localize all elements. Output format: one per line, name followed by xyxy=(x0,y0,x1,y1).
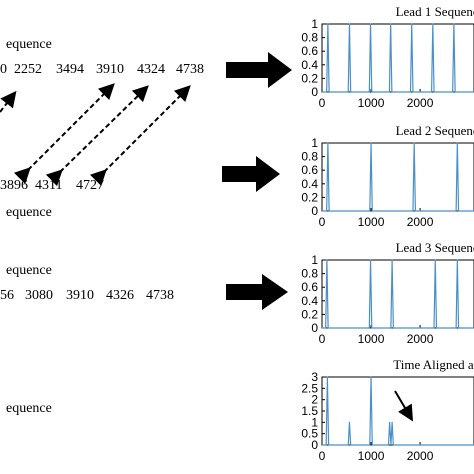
y-tick-label: 0.2 xyxy=(301,190,318,204)
y-tick-label: 0.6 xyxy=(301,163,318,177)
x-tick-label: 1000 xyxy=(358,449,385,463)
plot-frame xyxy=(321,142,474,212)
seq1-value: 3494 xyxy=(56,62,84,77)
data-point xyxy=(432,23,434,25)
seq2-title: equence xyxy=(6,205,52,220)
y-tick-label: 3 xyxy=(311,370,318,384)
y-tick-label: 0.8 xyxy=(301,150,318,164)
seq3-title: equence xyxy=(6,263,52,278)
plot-frame xyxy=(321,259,474,329)
chart-title: Time Aligned and xyxy=(393,357,474,372)
x-tick-label: 0 xyxy=(319,96,326,110)
data-point xyxy=(456,142,458,144)
annotation-arrow xyxy=(394,390,414,422)
y-tick-label: 0.2 xyxy=(301,307,318,321)
dashed-arrow xyxy=(0,90,17,113)
dashed-arrow xyxy=(89,85,191,187)
x-tick-label: 2000 xyxy=(407,449,434,463)
x-tick-label: 1000 xyxy=(358,96,385,110)
data-point xyxy=(390,23,392,25)
y-tick-label: 0.6 xyxy=(301,280,318,294)
seq4-title: equence xyxy=(6,401,52,416)
data-point xyxy=(391,259,393,261)
data-point xyxy=(326,376,328,378)
x-tick-label: 1000 xyxy=(358,332,385,346)
data-point xyxy=(369,23,372,25)
plot-frame xyxy=(321,23,474,93)
y-tick-label: 0 xyxy=(311,85,318,99)
data-point xyxy=(327,23,329,25)
y-tick-label: 1 xyxy=(311,415,318,429)
seq3-value: 56 xyxy=(0,288,14,303)
seq1-title: equence xyxy=(6,37,52,52)
data-point xyxy=(348,23,351,25)
series-line xyxy=(322,376,474,446)
x-tick-label: 0 xyxy=(319,449,326,463)
x-tick-label: 1000 xyxy=(358,215,385,229)
data-point xyxy=(456,259,458,261)
y-tick-label: 2.5 xyxy=(301,381,318,395)
y-tick-label: 0.4 xyxy=(301,177,318,191)
data-point xyxy=(370,376,372,378)
series-line xyxy=(322,259,474,329)
data-point xyxy=(327,142,329,144)
y-tick-label: 0.8 xyxy=(301,267,318,281)
block-arrow xyxy=(226,52,292,88)
y-tick-label: 1 xyxy=(311,253,318,267)
seq3-value: 4738 xyxy=(146,288,174,303)
series-line xyxy=(322,23,474,93)
y-tick-label: 0.6 xyxy=(301,44,318,58)
block-arrow xyxy=(226,274,288,310)
chart-title: Lead 1 Sequence xyxy=(396,4,474,19)
chart-title: Lead 2 Sequence xyxy=(396,123,474,138)
data-point xyxy=(453,23,455,25)
y-tick-label: 0.4 xyxy=(301,58,318,72)
data-point xyxy=(370,142,372,144)
x-tick-label: 0 xyxy=(319,215,326,229)
data-point xyxy=(411,23,413,25)
data-point xyxy=(369,259,372,261)
y-tick-label: 0.2 xyxy=(301,71,318,85)
seq1-value: 2252 xyxy=(14,62,42,77)
seq1-value: 3910 xyxy=(96,62,124,77)
x-tick-label: 2000 xyxy=(407,96,434,110)
seq1-value: 0 xyxy=(0,62,7,77)
seq1-value: 4738 xyxy=(176,62,204,77)
seq3-value: 3910 xyxy=(66,288,94,303)
y-tick-label: 1.5 xyxy=(301,404,318,418)
y-tick-label: 1 xyxy=(311,17,318,31)
y-tick-label: 0.5 xyxy=(301,427,318,441)
chart-title: Lead 3 Sequence xyxy=(396,240,474,255)
y-tick-label: 0 xyxy=(311,321,318,335)
block-arrow xyxy=(222,156,280,192)
seq1-value: 4324 xyxy=(137,62,165,77)
x-tick-label: 0 xyxy=(319,332,326,346)
data-point xyxy=(413,142,415,144)
y-tick-label: 2 xyxy=(311,393,318,407)
data-point xyxy=(434,259,436,261)
x-tick-label: 2000 xyxy=(407,215,434,229)
y-tick-label: 0 xyxy=(311,204,318,218)
data-point xyxy=(391,421,393,423)
y-tick-label: 1 xyxy=(311,136,318,150)
seq3-value: 4326 xyxy=(106,288,134,303)
plot-frame xyxy=(321,376,474,446)
y-tick-label: 0.4 xyxy=(301,294,318,308)
seq3-value: 3080 xyxy=(25,288,53,303)
x-tick-label: 2000 xyxy=(407,332,434,346)
y-tick-label: 0.8 xyxy=(301,31,318,45)
data-point xyxy=(389,421,391,423)
data-point xyxy=(326,259,328,261)
series-line xyxy=(322,142,474,212)
y-tick-label: 0 xyxy=(311,438,318,452)
data-point xyxy=(348,421,351,423)
